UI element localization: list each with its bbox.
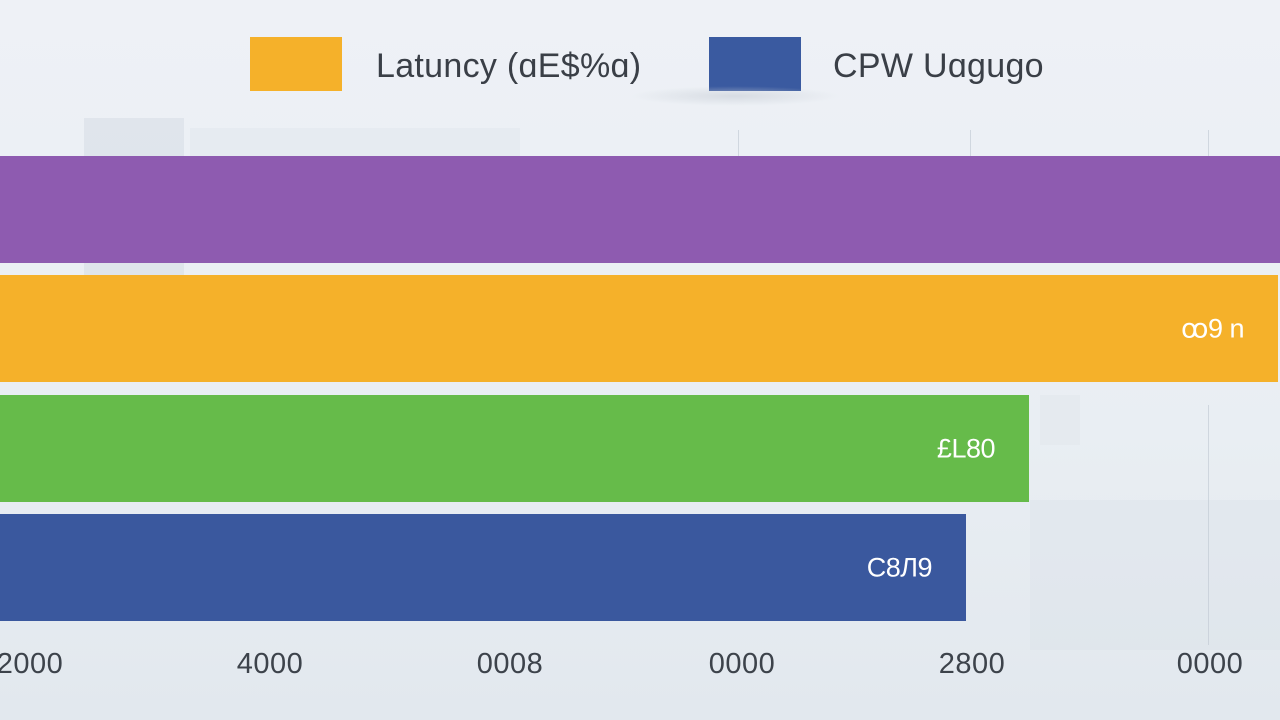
legend-swatch-cpu-usage: [709, 37, 801, 91]
x-tick: 2800: [938, 648, 1006, 680]
x-tick: 2000: [0, 648, 64, 680]
gridline: [1208, 405, 1209, 645]
x-tick: 0000: [1176, 648, 1244, 680]
bar-green: £L80: [0, 395, 1029, 502]
bar-value-label: ꝏ9 n: [1180, 313, 1245, 343]
background-panel: [1030, 500, 1280, 650]
bar-value-label: £L80: [936, 433, 996, 463]
legend-label-cpu-usage: CPW Uɑɡugo: [833, 47, 1044, 85]
bar-purple: [0, 156, 1280, 263]
x-tick: 0000: [708, 648, 776, 680]
background-panel: [1040, 395, 1080, 445]
legend-shadow: [630, 86, 840, 106]
gridline: [738, 130, 739, 160]
bar-blue: C8Л9: [0, 514, 966, 621]
gridline: [970, 130, 971, 160]
legend-label-latency: Latuncy (ɑE$%ɑ): [376, 47, 642, 85]
chart-legend: Latuncy (ɑE$%ɑ) CPW Uɑɡugo: [0, 37, 1280, 91]
bar-value-label: C8Л9: [866, 552, 933, 582]
background-panel: [190, 128, 520, 158]
gridline: [1208, 130, 1209, 160]
x-tick: 0008: [476, 648, 544, 680]
bar-orange: ꝏ9 n: [0, 275, 1278, 382]
x-tick: 4000: [236, 648, 304, 680]
legend-swatch-latency: [250, 37, 342, 91]
